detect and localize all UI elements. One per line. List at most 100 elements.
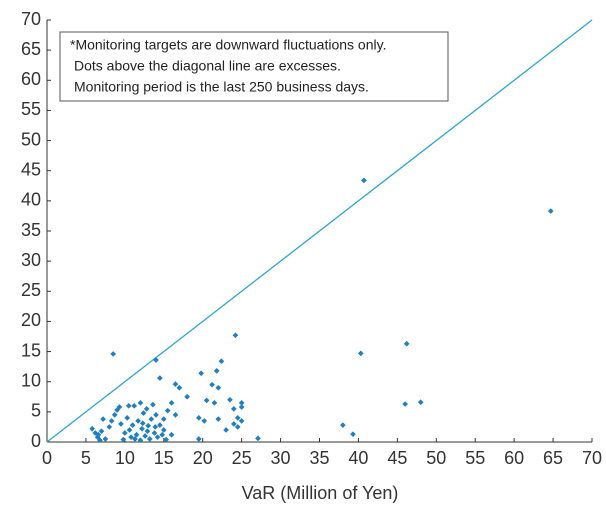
x-tick-label: 65 [543,448,563,468]
point [140,410,147,416]
y-tick-label: 35 [21,220,41,240]
point [234,415,241,421]
point [137,399,144,406]
x-tick-label: 5 [81,448,91,468]
x-tick-label: 10 [115,448,135,468]
point [168,399,175,406]
point [213,368,220,374]
point [102,436,109,442]
point [100,416,106,422]
point [211,399,218,406]
point [124,415,131,421]
point [402,401,408,407]
point [160,416,167,422]
y-tick-label: 20 [21,310,41,330]
point [238,399,245,406]
y-tick-label: 55 [21,99,41,119]
point [417,399,424,406]
x-tick-label: 45 [387,448,407,468]
point [209,381,215,388]
y-tick-label: 25 [21,280,41,300]
point [357,350,364,357]
point [195,436,202,442]
point [152,424,159,430]
point [164,407,171,414]
point [148,416,155,422]
point [98,428,105,434]
point [95,431,102,438]
point [131,403,138,409]
point [215,416,222,422]
point [231,406,237,412]
point [151,430,158,436]
point [172,381,179,387]
point [143,406,150,412]
point [110,351,117,357]
x-tick-label: 55 [465,448,485,468]
note-box [59,31,449,102]
point [132,436,138,442]
point [350,431,356,437]
point [106,424,113,430]
point [146,436,153,442]
point [231,421,237,427]
point [157,422,163,428]
point [198,370,204,377]
point [255,435,261,442]
point [184,393,190,400]
point [403,340,410,347]
y-tick-label: 50 [21,129,41,149]
point [201,418,208,424]
point [168,431,175,438]
point [125,403,132,409]
point [176,384,183,391]
point [139,425,145,432]
point [144,428,151,434]
note: Dots above the diagonal line are excesse… [74,58,341,74]
x-tick-label: 70 [582,448,602,468]
point [139,420,146,427]
point [340,422,346,428]
point [227,396,233,403]
point [126,427,133,433]
point [203,397,210,404]
y-tick-label: 0 [31,431,41,451]
point [172,412,179,418]
point [159,431,166,438]
point [232,332,239,339]
point [157,375,163,381]
point [234,424,241,430]
y-tick-label: 65 [21,39,41,59]
x-tick-label: 30 [271,448,291,468]
point [108,418,115,424]
point [129,422,136,428]
x-axis-label: VaR (Million of Yen) [242,483,399,503]
x-tick-label: 40 [348,448,368,468]
point [111,412,118,418]
point [238,418,245,424]
point [89,425,95,432]
diagonal-line [46,19,593,443]
point [135,418,141,424]
point [547,208,554,214]
point [118,421,124,427]
y-tick-label: 60 [21,69,41,89]
x-tick-label: 25 [232,448,252,468]
y-tick-label: 70 [21,9,41,29]
point [238,404,245,410]
note: Monitoring period is the last 250 busine… [74,79,369,95]
point [153,412,159,418]
x-tick-label: 50 [426,448,446,468]
point [160,427,167,433]
y-tick-label: 45 [21,159,41,179]
x-tick-label: 15 [154,448,174,468]
x-tick-label: 35 [309,448,329,468]
point [116,404,123,410]
point [154,434,161,441]
point [122,430,128,436]
point [223,427,229,433]
point [218,358,225,365]
y-tick-label: 5 [31,401,41,421]
